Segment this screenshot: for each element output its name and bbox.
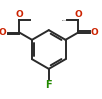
Text: O: O — [16, 10, 23, 20]
Text: O: O — [0, 28, 7, 37]
Text: O: O — [91, 28, 99, 37]
Text: O: O — [74, 10, 82, 20]
Text: F: F — [45, 80, 52, 90]
Text: methyl: methyl — [62, 19, 67, 21]
